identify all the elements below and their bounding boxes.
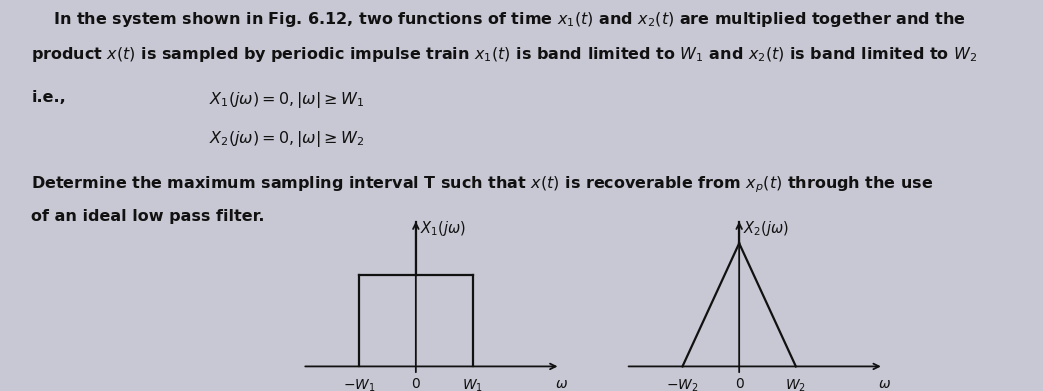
Text: $W_2$: $W_2$	[785, 377, 806, 391]
Text: $X_2(j\omega)$: $X_2(j\omega)$	[743, 219, 790, 238]
Text: In the system shown in Fig. 6.12, two functions of time $x_1(t)$ and $x_2(t)$ ar: In the system shown in Fig. 6.12, two fu…	[31, 10, 966, 29]
Text: $X_1(j\omega) = 0, |\omega| \geq W_1$: $X_1(j\omega) = 0, |\omega| \geq W_1$	[209, 90, 364, 110]
Text: $\omega$: $\omega$	[555, 377, 568, 391]
Text: $-W_1$: $-W_1$	[343, 377, 375, 391]
Text: 0: 0	[735, 377, 744, 391]
Text: of an ideal low pass filter.: of an ideal low pass filter.	[31, 209, 265, 224]
Text: $-W_2$: $-W_2$	[666, 377, 699, 391]
Text: i.e.,: i.e.,	[31, 90, 66, 105]
Text: $\omega$: $\omega$	[878, 377, 892, 391]
Text: $W_1$: $W_1$	[462, 377, 483, 391]
Text: product $x(t)$ is sampled by periodic impulse train $x_1(t)$ is band limited to : product $x(t)$ is sampled by periodic im…	[31, 45, 977, 64]
Text: $X_2(j\omega) = 0, |\omega| \geq W_2$: $X_2(j\omega) = 0, |\omega| \geq W_2$	[209, 129, 364, 149]
Text: 0: 0	[412, 377, 420, 391]
Text: $X_1(j\omega)$: $X_1(j\omega)$	[419, 219, 466, 238]
Text: Determine the maximum sampling interval T such that $x(t)$ is recoverable from $: Determine the maximum sampling interval …	[31, 174, 933, 195]
